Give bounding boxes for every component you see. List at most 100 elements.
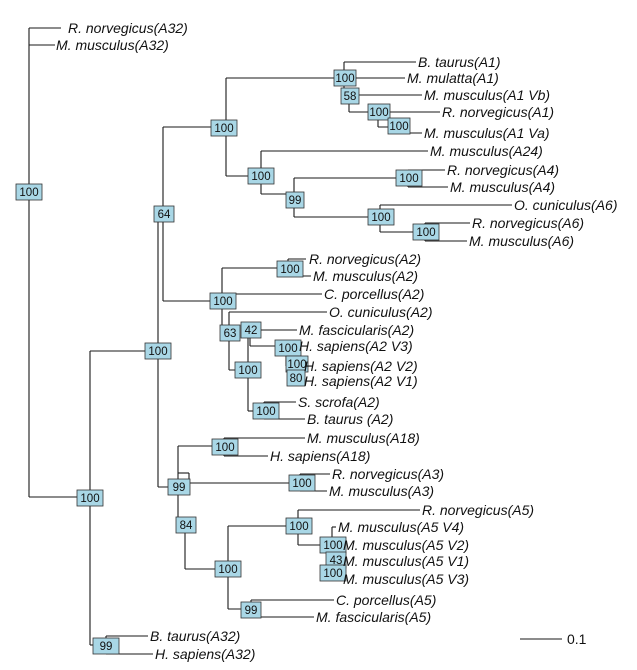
bootstrap-value: 80 — [290, 373, 303, 385]
taxon-label: M. musculus(A5 V3) — [343, 571, 469, 587]
bootstrap-box — [412, 223, 440, 241]
bootstrap-box — [214, 560, 242, 578]
bootstrap-value: 64 — [158, 209, 171, 221]
bootstrap-box — [286, 369, 306, 387]
taxon-label: H. sapiens(A2 V1) — [304, 373, 418, 389]
bootstrap-labels: 100 100 100 58 100 100 100 99 100 100 10… — [15, 69, 440, 655]
bootstrap-value: 84 — [180, 520, 193, 532]
bootstrap-box — [333, 69, 357, 87]
taxon-label: R. norvegicus(A2) — [309, 251, 421, 267]
bootstrap-box — [175, 516, 197, 534]
bootstrap-value: 100 — [238, 365, 257, 377]
taxon-label: R. norvegicus(A6) — [472, 215, 584, 231]
taxon-label: M. fascicularis(A2) — [299, 322, 414, 338]
bootstrap-value: 100 — [80, 493, 99, 505]
taxon-label: O. cuniculus(A2) — [329, 304, 432, 320]
taxon-label: H. sapiens(A2 V3) — [299, 338, 413, 354]
taxon-label: R. norvegicus(A4) — [447, 162, 559, 178]
taxon-label: M. musculus(A1 Vb) — [424, 87, 550, 103]
taxon-label: M. musculus(A2) — [313, 268, 418, 284]
taxon-label: S. scrofa(A2) — [298, 394, 380, 410]
taxon-label: R. norvegicus(A1) — [442, 104, 554, 120]
bootstrap-box — [387, 117, 411, 135]
bootstrap-value: 99 — [289, 195, 302, 207]
bootstrap-box — [92, 637, 120, 655]
taxon-label: B. taurus(A1) — [418, 54, 500, 70]
bootstrap-value: 100 — [251, 171, 270, 183]
taxon-label: M. musculus(A4) — [450, 179, 555, 195]
taxon-label: M. musculus(A24) — [430, 143, 543, 159]
bootstrap-box — [240, 321, 262, 339]
taxon-label: M. fascicularis(A5) — [316, 609, 431, 625]
bootstrap-value: 100 — [335, 73, 354, 85]
bootstrap-box — [234, 361, 262, 379]
bootstrap-box — [288, 474, 316, 492]
taxon-label: M. musculus(A5 V4) — [338, 519, 464, 535]
bootstrap-box — [167, 478, 191, 496]
taxon-label: M. musculus(A6) — [469, 233, 574, 249]
bootstrap-value: 42 — [245, 325, 258, 337]
taxon-label: C. porcellus(A5) — [336, 592, 436, 608]
bootstrap-value: 100 — [19, 187, 38, 199]
scale-bar-label: 0.1 — [567, 631, 587, 647]
taxon-label: M. musculus(A3) — [329, 483, 434, 499]
bootstrap-value: 100 — [287, 359, 306, 371]
taxon-label: M. musculus(A5 V1) — [343, 553, 469, 569]
bootstrap-box — [319, 564, 347, 582]
bootstrap-box — [240, 601, 262, 619]
taxon-label: M. musculus(A5 V2) — [343, 537, 469, 553]
bootstrap-box — [247, 167, 275, 185]
bootstrap-box — [285, 191, 305, 209]
bootstrap-box — [252, 402, 280, 420]
bootstrap-value: 100 — [280, 264, 299, 276]
bootstrap-box — [219, 324, 241, 342]
taxon-label: M. mulatta(A1) — [407, 70, 499, 86]
bootstrap-value: 58 — [344, 91, 357, 103]
bootstrap-value: 99 — [173, 482, 186, 494]
bootstrap-box — [276, 260, 304, 278]
bootstrap-box — [153, 205, 175, 223]
taxon-label: M. musculus(A32) — [56, 37, 169, 53]
taxon-label: M. musculus(A1 Va) — [424, 125, 550, 141]
bootstrap-box — [395, 169, 423, 187]
bootstrap-value: 99 — [100, 641, 113, 653]
bootstrap-box — [367, 208, 395, 226]
bootstrap-value: 100 — [369, 107, 388, 119]
bootstrap-value: 100 — [371, 212, 390, 224]
bootstrap-box — [76, 489, 104, 507]
bootstrap-value: 100 — [213, 296, 232, 308]
taxon-label: B. taurus(A32) — [150, 628, 240, 644]
bootstrap-value: 100 — [215, 442, 234, 454]
bootstrap-box — [340, 87, 360, 105]
bootstrap-box — [144, 342, 172, 360]
taxon-label: C. porcellus(A2) — [324, 286, 424, 302]
taxon-label: R. norvegicus(A32) — [68, 20, 188, 36]
taxon-label: R. norvegicus(A5) — [422, 502, 534, 518]
bootstrap-value: 100 — [389, 121, 408, 133]
taxon-label: R. norvegicus(A3) — [332, 466, 444, 482]
bootstrap-value: 100 — [289, 521, 308, 533]
bootstrap-value: 100 — [292, 478, 311, 490]
bootstrap-box — [209, 292, 237, 310]
bootstrap-value: 100 — [416, 227, 435, 239]
bootstrap-box — [210, 119, 238, 137]
taxon-label: H. sapiens(A18) — [270, 448, 370, 464]
taxon-label: B. taurus (A2) — [307, 411, 393, 427]
bootstrap-value: 43 — [330, 555, 343, 567]
bootstrap-box — [367, 103, 391, 121]
bootstrap-box — [285, 517, 313, 535]
taxon-labels: R. norvegicus(A32) M. musculus(A32) B. t… — [56, 20, 617, 662]
taxon-label: O. cuniculus(A6) — [514, 197, 617, 213]
bootstrap-value: 100 — [256, 406, 275, 418]
bootstrap-box — [15, 183, 43, 201]
bootstrap-value: 99 — [245, 605, 258, 617]
bootstrap-value: 100 — [218, 564, 237, 576]
bootstrap-value: 100 — [148, 346, 167, 358]
taxon-label: H. sapiens(A32) — [155, 646, 255, 662]
bootstrap-value: 100 — [399, 173, 418, 185]
bootstrap-value: 100 — [323, 568, 342, 580]
bootstrap-value: 100 — [323, 540, 342, 552]
bootstrap-value: 100 — [214, 123, 233, 135]
bootstrap-box — [211, 438, 239, 456]
